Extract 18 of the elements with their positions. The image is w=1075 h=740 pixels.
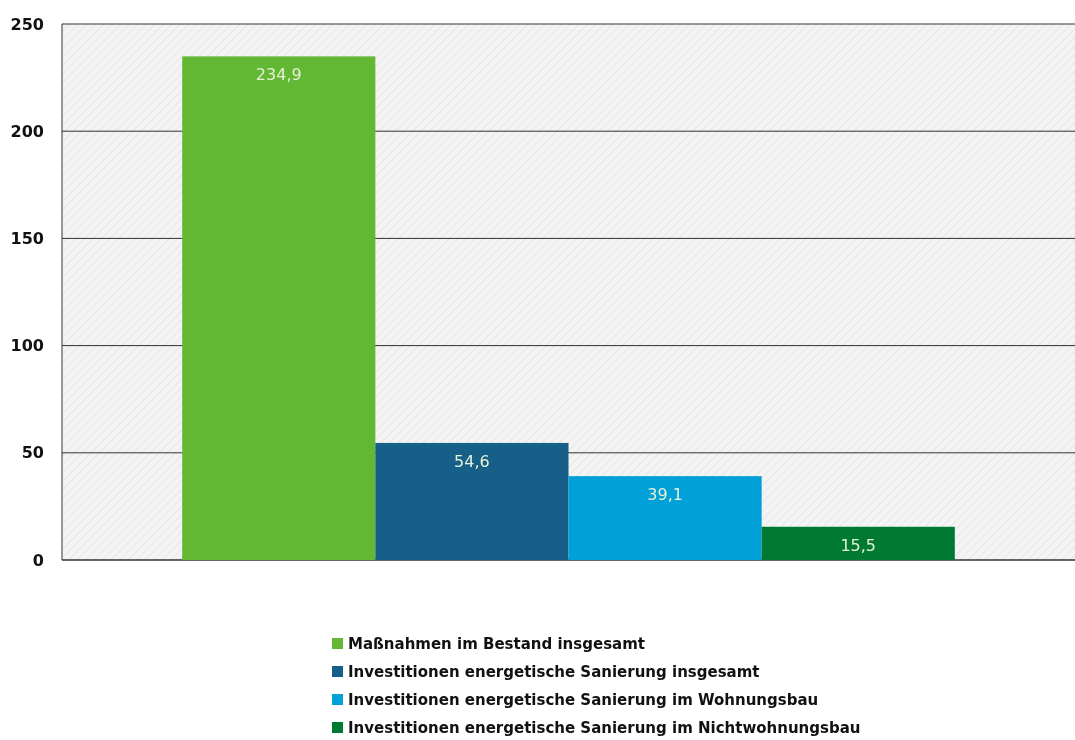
data-label: 39,1: [647, 485, 683, 505]
y-tick-label: 0: [32, 550, 44, 570]
y-tick-label: 50: [21, 443, 44, 463]
legend-label: Investitionen energetische Sanierung insgesamt: [348, 663, 760, 682]
legend-label: Investitionen energetische Sanierung im Nichtwohnungsbau: [348, 719, 861, 738]
bar: [375, 442, 569, 560]
bar: [761, 526, 955, 560]
bar: [568, 476, 762, 560]
legend-label: Investitionen energetische Sanierung im Wohnungsbau: [348, 691, 819, 710]
y-tick-label: 100: [10, 336, 44, 356]
y-tick-label: 200: [10, 121, 44, 141]
legend-label: Maßnahmen im Bestand insgesamt: [348, 635, 645, 654]
data-label: 15,5: [840, 535, 877, 555]
y-tick-label: 150: [10, 229, 44, 248]
data-label: 234,9: [255, 65, 302, 85]
y-tick-label: 250: [10, 14, 44, 34]
bar: [182, 56, 376, 560]
data-label: 54,6: [454, 451, 490, 471]
